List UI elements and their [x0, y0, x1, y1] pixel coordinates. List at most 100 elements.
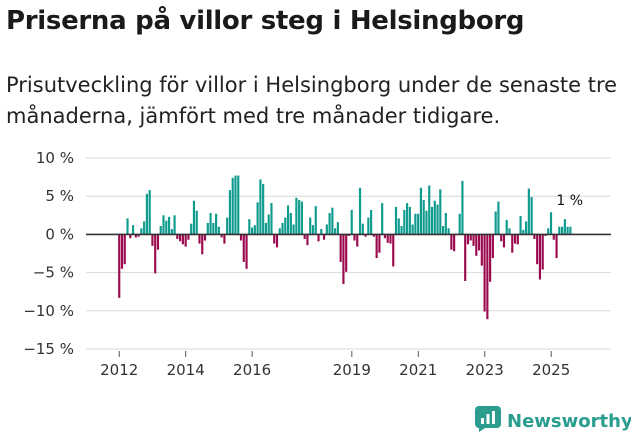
bar [234, 175, 237, 235]
bar [342, 234, 345, 285]
bar [372, 234, 375, 237]
latest-value-annotation: 1 % [556, 193, 583, 209]
bar [131, 225, 135, 235]
bar [444, 213, 447, 235]
chart-title: Priserna på villor steg i Helsingborg [6, 6, 525, 36]
bar [561, 226, 564, 235]
bar [494, 211, 497, 235]
bar [231, 177, 234, 235]
bar [383, 234, 387, 239]
bar [549, 212, 553, 235]
x-tick-label: 2014 [167, 361, 205, 379]
bar [284, 217, 287, 235]
bar [198, 234, 201, 244]
y-tick-label: −10 % [23, 302, 74, 320]
bar [353, 234, 356, 241]
x-tick-label: 2012 [100, 361, 138, 379]
y-tick-label: −5 % [33, 264, 74, 282]
bar [145, 193, 148, 235]
bar [358, 187, 362, 235]
bar [475, 234, 478, 256]
bar [555, 234, 558, 259]
bar [461, 180, 464, 235]
bar [220, 234, 223, 238]
bar [381, 203, 384, 235]
bar [203, 234, 207, 241]
bar [259, 179, 262, 235]
bar [278, 228, 281, 235]
bar [400, 226, 403, 235]
bar [356, 234, 359, 247]
bar [364, 234, 367, 237]
bar [120, 234, 124, 269]
bar [464, 234, 467, 281]
newsworthy-brand: Newsworthy [475, 406, 631, 436]
bar [126, 218, 129, 235]
y-axis-labels: 10 % 5 % 0 % −5 % −10 % −15 % [23, 149, 74, 358]
gridlines [86, 157, 611, 350]
bar [201, 234, 204, 255]
bar [569, 226, 572, 235]
bar [339, 234, 342, 262]
bar [311, 225, 315, 235]
bar [477, 234, 481, 251]
bar [386, 234, 389, 243]
x-axis-labels: 2012 2014 2016 2019 2021 2023 2025 [100, 351, 570, 379]
bar [118, 234, 121, 298]
x-tick-label: 2019 [333, 361, 371, 379]
bar [394, 206, 398, 235]
bar [292, 224, 295, 235]
bar [566, 226, 569, 235]
bar [264, 222, 268, 235]
bar [190, 223, 193, 235]
bar [306, 234, 309, 246]
bar [148, 190, 151, 235]
bar [430, 206, 434, 235]
x-tick-label: 2021 [399, 361, 437, 379]
bar [151, 234, 154, 246]
chart-subtitle: Prisutveckling för villor i Helsingborg … [6, 73, 618, 128]
bar [195, 210, 198, 235]
bar [422, 200, 425, 235]
bar [458, 213, 461, 235]
bar [143, 221, 146, 235]
bar [466, 234, 470, 245]
bar [184, 234, 187, 247]
bar [428, 185, 431, 235]
bar [558, 226, 561, 235]
bar [527, 188, 530, 235]
bar [472, 234, 475, 246]
bar [392, 234, 395, 267]
bar [267, 214, 270, 235]
x-tick-label: 2023 [466, 361, 504, 379]
bar [417, 213, 420, 235]
bar [262, 183, 265, 235]
bar [270, 203, 273, 235]
bar [192, 200, 196, 235]
bar [159, 226, 162, 235]
bar [541, 234, 544, 270]
bar [137, 234, 140, 237]
bar [483, 234, 486, 312]
bar [334, 228, 337, 235]
bar [295, 197, 298, 235]
bar [209, 213, 212, 235]
bar [223, 234, 226, 244]
bar [513, 234, 517, 244]
y-tick-label: −15 % [23, 340, 74, 358]
x-tick-label: 2025 [532, 361, 570, 379]
bar [500, 234, 503, 242]
bar [320, 229, 323, 235]
bar [497, 201, 500, 235]
bar [367, 217, 370, 235]
bar [414, 213, 417, 235]
bar [375, 234, 378, 259]
bar [552, 234, 555, 240]
bar [361, 223, 364, 235]
x-tick-label: 2016 [233, 361, 271, 379]
bar [226, 217, 229, 235]
bar [480, 234, 483, 266]
bar [502, 234, 506, 248]
bar [239, 234, 243, 241]
bar [331, 207, 334, 235]
